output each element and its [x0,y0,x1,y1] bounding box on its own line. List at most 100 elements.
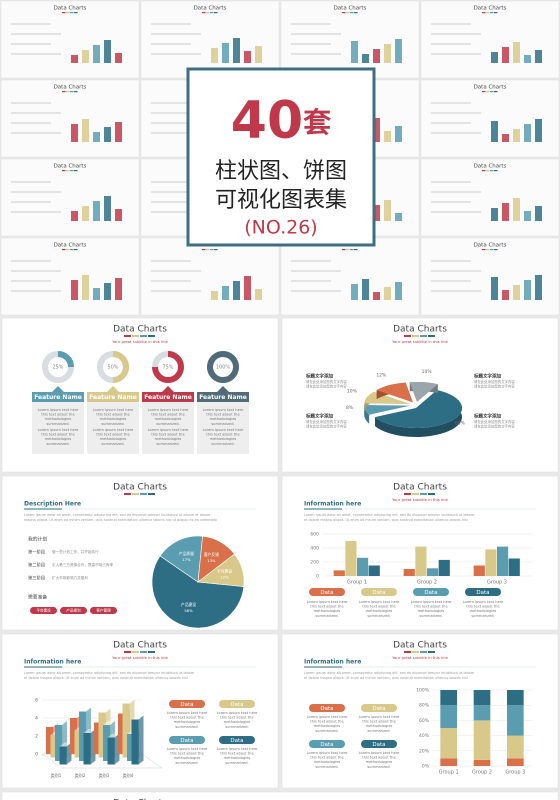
bar-front [83,733,91,765]
body-text: summarized. [101,442,124,446]
cover-number: 40套 [231,91,332,151]
note-head: 标题文字添加 [305,413,333,420]
thumbnail-bg [140,0,280,79]
text-line [291,270,341,272]
text-line [431,23,471,25]
body-text: methodologies [418,609,445,613]
pie-value-label: 58% [184,608,193,613]
title-swatch [70,12,74,14]
slide-title: Data Charts [113,641,167,651]
bar [368,565,380,576]
decor-block [93,288,100,300]
decor-block [115,53,122,63]
body-text: methodologies [224,720,251,724]
title-swatch [412,651,419,653]
title-swatch [206,12,210,14]
decor-block [513,129,520,142]
text-line [11,270,61,272]
decor-block [491,52,498,63]
step-text: 引入第三方资源合作，提高市场占有率 [52,562,113,567]
ribbon-tip [162,386,174,392]
decor-block [93,45,100,63]
title-swatch [412,335,419,337]
cover-line: 可视化图表集 [215,188,347,213]
feature-name: Feature Name [34,394,82,401]
decor-block [71,280,78,300]
thumbnail: Data Charts [140,0,280,79]
body-text: summarized. [315,729,338,733]
pie-slice [151,555,245,629]
bar-front [79,711,86,761]
donut-label: 75% [162,365,173,371]
body-text: Lorem ipsum text here [93,408,135,412]
pie-value-label: 60% [455,421,466,427]
title-swatch [482,249,486,251]
bar-top [103,721,115,725]
bar-top [55,721,67,725]
slide-subtitle: Your great subtitle in this line [392,339,448,344]
bar-front [50,735,58,758]
title-swatch [124,493,131,495]
decor-block [222,43,229,63]
intro-text: Lorem ipsum dolor sit amet, consectetur … [24,671,194,675]
section-heading: Information here [304,501,361,508]
bar-front [74,730,82,758]
thumbnail-bg [0,158,140,237]
title-swatch [70,249,74,251]
thumbnail-bg [420,158,560,237]
body-text: this text about the [96,413,130,417]
y-tick-label: 80% [419,703,430,709]
title-swatch [74,249,78,251]
slide-bg [1,791,559,800]
body-text: Lorem ipsum text here [307,715,349,719]
pill [90,607,117,614]
bar-side [138,715,144,765]
pie-side [364,405,370,424]
stacked-bar [507,735,524,759]
body-text: this text about the [96,433,130,437]
text-line [291,260,331,262]
body-text: methodologies [314,760,341,764]
prep-title: 需要准备 [28,594,47,601]
note-text: 请在此处添加您的文字内容 [474,424,515,429]
data-pill-label: Data [476,590,489,596]
pie-slice [364,391,411,413]
step-name: 第一阶段 [28,549,46,556]
data-pill-label: Data [372,590,385,596]
text-line [431,280,471,282]
pie-name: 平台建设 [217,568,232,573]
bar [508,558,520,576]
title-swatch [140,335,147,337]
pie-name: 客户反馈 [204,552,219,557]
body-text: this text about the [310,720,344,724]
decor-block [362,279,369,300]
slide-title: Data Charts [393,641,447,651]
decor-block [222,286,229,300]
text-line [151,122,191,124]
y-tick-label: 600 [310,532,319,538]
title-swatch [354,12,358,14]
body-text: Lorem ipsum text here [411,600,453,604]
pie-slice [197,553,245,587]
slide-subtitle: Your great subtitle in this line [112,655,168,660]
text-line [151,290,201,292]
bar-3d [59,742,72,765]
title-swatch [490,249,494,251]
body-text: methodologies [314,724,341,728]
bar-front [127,734,134,761]
title-swatch [404,651,411,653]
text-line [151,211,201,213]
bar-front [131,719,139,765]
decor-block [535,206,542,221]
decor-block [524,280,531,300]
thumbnail: Data Charts [0,79,140,158]
bar-front [94,722,101,754]
decor-block [535,50,542,63]
bar [345,541,357,576]
title-swatch [140,493,147,495]
body-text: methodologies [100,417,127,421]
section-heading: Information here [304,659,361,666]
data-pill [219,736,255,744]
bar-front [70,718,77,754]
